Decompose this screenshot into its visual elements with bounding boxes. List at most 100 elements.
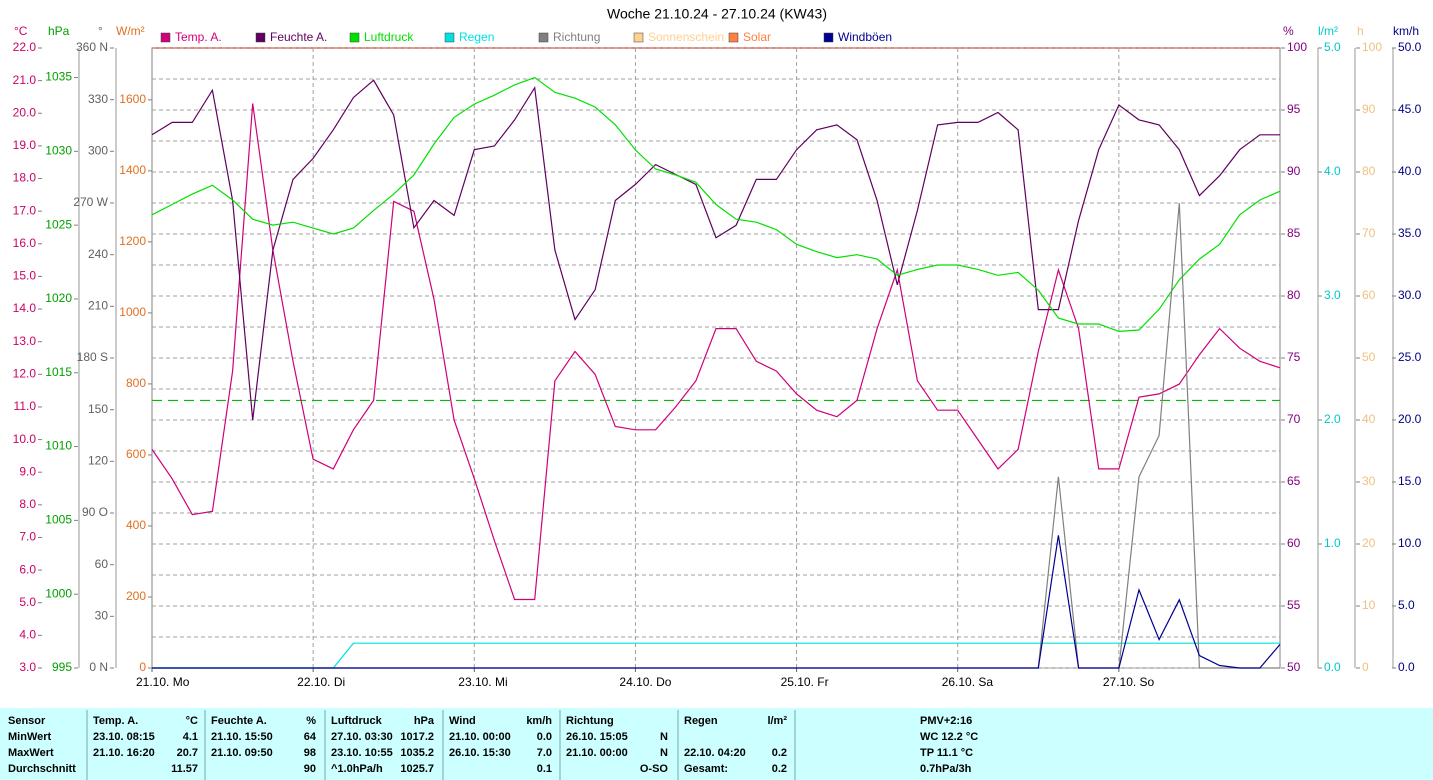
series-line <box>151 79 1280 421</box>
axis-unit: l/m² <box>1318 24 1338 38</box>
y-tick-label: 100 <box>1362 40 1382 54</box>
table-unit: km/h <box>526 715 552 727</box>
table-cell: 90 <box>304 763 316 775</box>
legend-label: Temp. A. <box>175 30 222 44</box>
y-tick-label: 5.0 <box>1398 598 1415 612</box>
legend-label: Feuchte A. <box>270 30 327 44</box>
y-tick-label: 600 <box>126 447 146 461</box>
y-tick-label: 90 <box>1362 102 1376 116</box>
table-cell: 0.2 <box>772 763 787 775</box>
table-cell: O-SO <box>640 763 669 775</box>
y-tick-label: 1000 <box>45 586 72 600</box>
table-cell: TP 11.1 °C <box>920 747 973 759</box>
y-tick-label: 75 <box>1287 350 1301 364</box>
y-tick-label: 21.0 <box>13 73 37 87</box>
y-tick-label: 800 <box>126 376 146 390</box>
y-tick-label: 360 N <box>76 40 108 54</box>
y-tick-label: 70 <box>1362 226 1376 240</box>
y-tick-label: 210 <box>88 299 108 313</box>
axis-unit: W/m² <box>116 24 145 38</box>
table-cell: 0.0 <box>537 731 552 743</box>
y-tick-label: 0.0 <box>1398 660 1415 674</box>
table-row-label: MinWert <box>8 731 52 743</box>
y-tick-label: 10.0 <box>1398 536 1422 550</box>
table-cell: 1017.2 <box>400 731 434 743</box>
y-tick-label: 240 <box>88 247 108 261</box>
table-header: Feuchte A. <box>211 715 267 727</box>
table-cell: 4.1 <box>183 731 198 743</box>
y-tick-label: 85 <box>1287 226 1301 240</box>
y-tick-label: 3.0 <box>19 660 36 674</box>
legend-label: Regen <box>459 30 494 44</box>
table-row-label: MaxWert <box>8 747 54 759</box>
y-tick-label: 50 <box>1287 660 1301 674</box>
y-tick-label: 1600 <box>119 92 146 106</box>
table-header: PMV+2:16 <box>920 715 972 727</box>
table-cell: 21.10. 16:20 <box>93 747 155 759</box>
table-unit: % <box>306 715 316 727</box>
x-tick-label: 21.10. Mo <box>136 675 190 689</box>
legend-label: Richtung <box>553 30 600 44</box>
axis-unit: hPa <box>48 24 70 38</box>
y-tick-label: 20 <box>1362 536 1376 550</box>
axis-unit: % <box>1283 24 1294 38</box>
y-tick-label: 45.0 <box>1398 102 1422 116</box>
table-cell: 22.10. 04:20 <box>684 747 746 759</box>
table-cell: 1025.7 <box>400 763 434 775</box>
y-tick-label: 200 <box>126 589 146 603</box>
legend-swatch <box>728 32 739 43</box>
table-cell: 23.10. 10:55 <box>331 747 393 759</box>
y-tick-label: 1400 <box>119 163 146 177</box>
table-cell: 0.1 <box>537 763 552 775</box>
y-tick-label: 5.0 <box>19 595 36 609</box>
table-cell: 21.10. 09:50 <box>211 747 273 759</box>
table-cell: 0.2 <box>772 747 787 759</box>
y-tick-label: 6.0 <box>19 562 36 576</box>
y-tick-label: 35.0 <box>1398 226 1422 240</box>
y-tick-label: 1200 <box>119 234 146 248</box>
table-cell: 7.0 <box>537 747 552 759</box>
axis-unit: °C <box>14 24 28 38</box>
table-cell: 64 <box>304 731 317 743</box>
legend-swatch <box>538 32 549 43</box>
series-line <box>151 76 1281 333</box>
y-tick-label: 50.0 <box>1398 40 1422 54</box>
y-tick-label: 1030 <box>45 144 72 158</box>
table-background <box>0 708 1433 780</box>
y-tick-label: 1015 <box>45 365 72 379</box>
y-tick-label: 995 <box>52 660 72 674</box>
y-tick-label: 30 <box>95 609 109 623</box>
y-tick-label: 25.0 <box>1398 350 1422 364</box>
y-tick-label: 80 <box>1362 164 1376 178</box>
table-cell: Gesamt: <box>684 763 728 775</box>
legend-swatch <box>255 32 266 43</box>
legend-label: Sonnenschein <box>648 30 724 44</box>
y-tick-label: 12.0 <box>13 366 37 380</box>
table-cell: 26.10. 15:05 <box>566 731 628 743</box>
y-tick-label: 40.0 <box>1398 164 1422 178</box>
table-header: Regen <box>684 715 718 727</box>
y-tick-label: 55 <box>1287 598 1301 612</box>
table-cell: 98 <box>304 747 316 759</box>
y-tick-label: 60 <box>1362 288 1376 302</box>
y-tick-label: 15.0 <box>13 269 37 283</box>
table-cell: 11.57 <box>171 763 198 775</box>
table-unit: °C <box>186 715 198 727</box>
legend-label: Solar <box>743 30 771 44</box>
y-tick-label: 120 <box>88 454 108 468</box>
table-cell: 26.10. 15:30 <box>449 747 511 759</box>
x-tick-label: 22.10. Di <box>297 675 345 689</box>
y-tick-label: 16.0 <box>13 236 37 250</box>
y-tick-label: 1025 <box>45 217 72 231</box>
table-cell: 21.10. 00:00 <box>449 731 511 743</box>
table-header: Wind <box>449 715 476 727</box>
y-tick-label: 2.0 <box>1324 412 1341 426</box>
y-tick-label: 330 <box>88 92 108 106</box>
y-tick-label: 15.0 <box>1398 474 1422 488</box>
y-tick-label: 0.0 <box>1324 660 1341 674</box>
table-header: Sensor <box>8 715 46 727</box>
y-tick-label: 400 <box>126 518 146 532</box>
y-tick-label: 20.0 <box>13 105 37 119</box>
